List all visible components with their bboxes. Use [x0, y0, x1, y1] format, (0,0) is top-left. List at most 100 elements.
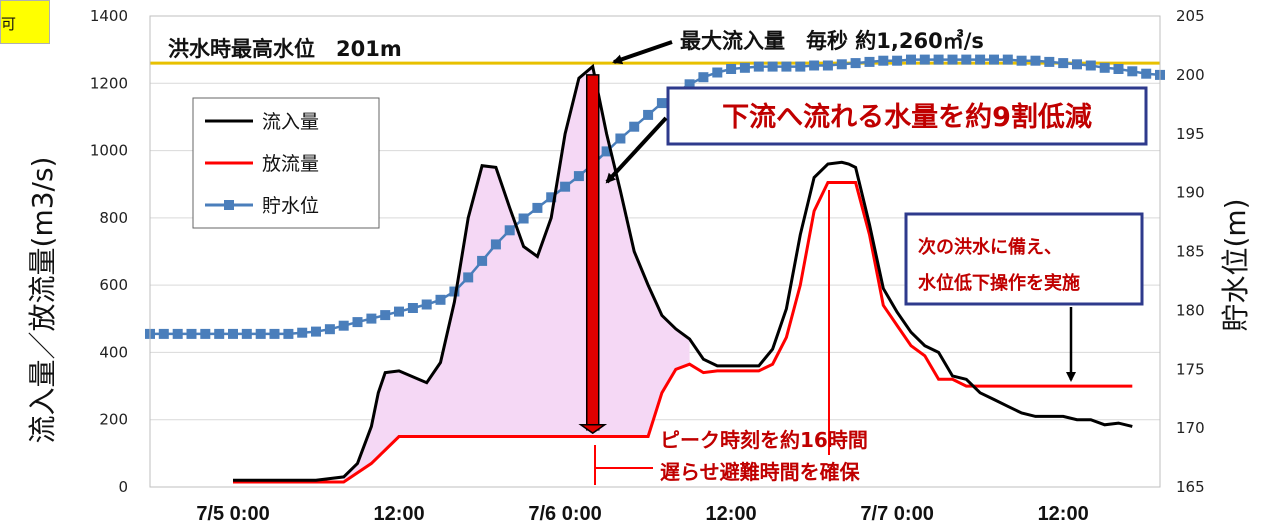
water-level-point-26 — [504, 225, 515, 236]
water-level-point-29 — [546, 192, 557, 203]
legend-label-inflow: 流入量 — [262, 111, 319, 133]
water-level-point-13 — [324, 324, 335, 335]
reduction-box-arrow — [605, 116, 668, 184]
series-water-level — [145, 54, 1165, 339]
water-level-point-5 — [214, 328, 225, 339]
water-level-point-34 — [615, 133, 626, 144]
water-level-point-12 — [311, 326, 321, 337]
water-level-point-37 — [656, 98, 667, 109]
y-left-tick-7: 1400 — [90, 7, 128, 25]
water-level-point-25 — [490, 239, 501, 250]
reference-line-label: 洪水時最高水位 201m — [168, 37, 402, 61]
corner-tag: 可 — [0, 0, 50, 44]
water-level-point-27 — [518, 213, 529, 224]
y-left-tick-0: 0 — [118, 478, 128, 496]
y-right-tick-7: 200 — [1176, 66, 1205, 84]
corner-tag-text: 可 — [1, 15, 17, 33]
water-level-point-15 — [352, 317, 363, 328]
water-level-point-23 — [463, 272, 474, 283]
water-level-point-68 — [1085, 60, 1096, 71]
water-level-point-10 — [283, 328, 294, 339]
y-left-tick-3: 600 — [99, 276, 128, 294]
peak-reduction-arrow-head — [578, 424, 608, 435]
water-level-point-54 — [892, 55, 903, 66]
water-level-point-69 — [1099, 62, 1110, 73]
water-level-point-11 — [297, 327, 308, 338]
series-outflow-line — [233, 181, 1133, 484]
water-level-point-62 — [1002, 54, 1013, 65]
legend-label-outflow: 放流量 — [262, 153, 319, 175]
y-right-tick-3: 180 — [1176, 301, 1205, 319]
plot-frame — [149, 15, 1161, 488]
y-axis-left-ticks: 0 200 400 600 800 1000 1200 1400 — [90, 7, 128, 496]
water-level-point-72 — [1141, 68, 1152, 79]
x-tick-1: 12:00 — [373, 503, 424, 525]
y-axis-left-title: 流入量／放流量(m3/s) — [26, 157, 59, 444]
water-level-point-52 — [864, 56, 875, 67]
reduction-box: 下流へ流れる水量を約9割低減 — [666, 86, 1148, 146]
water-level-point-40 — [698, 72, 709, 83]
water-level-point-39 — [684, 79, 695, 90]
y-left-tick-4: 800 — [99, 209, 128, 227]
water-level-point-36 — [643, 109, 654, 120]
water-level-point-58 — [947, 54, 958, 65]
water-level-point-44 — [753, 61, 764, 72]
water-level-point-43 — [739, 62, 750, 73]
legend-label-water-level: 貯水位 — [262, 195, 319, 217]
water-level-point-66 — [1058, 58, 1069, 69]
water-level-point-21 — [435, 294, 446, 305]
y-left-tick-6: 1200 — [90, 74, 128, 92]
water-level-point-45 — [767, 61, 778, 72]
water-level-point-4 — [200, 328, 211, 339]
water-level-point-70 — [1113, 64, 1124, 74]
water-level-point-51 — [850, 58, 861, 69]
water-level-point-64 — [1030, 55, 1041, 66]
x-tick-3: 12:00 — [706, 503, 757, 525]
water-level-point-63 — [1016, 55, 1027, 66]
next-flood-box-frame — [904, 212, 1144, 306]
plot-border — [149, 15, 1161, 488]
y-left-tick-2: 400 — [99, 343, 128, 361]
water-level-point-59 — [961, 54, 972, 65]
peak-inflow-annotation: 最大流入量 毎秒 約1,260㎥/s — [680, 29, 984, 53]
legend: 流入量 放流量 貯水位 — [192, 97, 380, 229]
reduction-box-text: 下流へ流れる水量を約9割低減 — [722, 101, 1092, 133]
water-level-point-7 — [241, 328, 252, 339]
y-right-tick-0: 165 — [1176, 478, 1205, 496]
peak-delay-text-line2: 遅らせ避難時間を確保 — [660, 460, 861, 484]
next-flood-text-line1: 次の洪水に備え、 — [918, 236, 1062, 258]
x-tick-5: 12:00 — [1038, 503, 1089, 525]
peak-inflow-arrow — [612, 40, 673, 65]
peak-delay-text-line1: ピーク時刻を約16時間 — [660, 428, 868, 452]
water-level-point-60 — [975, 54, 986, 65]
x-tick-0: 7/5 0:00 — [196, 503, 269, 525]
water-level-point-18 — [394, 306, 404, 317]
peak-delay-bracket — [594, 190, 830, 485]
water-level-point-41 — [712, 67, 723, 78]
next-flood-text-line2: 水位低下操作を実施 — [918, 272, 1080, 294]
water-level-point-1 — [158, 328, 169, 339]
x-axis-ticks: 7/5 0:00 12:00 7/6 0:00 12:00 7/7 0:00 12:00 — [196, 503, 1088, 525]
y-axis-right-title: 貯水位(m) — [1219, 198, 1252, 331]
water-level-point-31 — [573, 171, 584, 182]
peak-reduction-arrow — [578, 74, 608, 435]
water-level-point-42 — [726, 64, 737, 74]
water-level-point-57 — [933, 54, 944, 65]
water-level-point-56 — [919, 54, 930, 65]
y-left-tick-1: 200 — [99, 411, 128, 429]
y-right-tick-1: 170 — [1176, 419, 1205, 437]
water-level-point-67 — [1072, 59, 1082, 70]
peak-reduction-arrow-shaft — [585, 74, 600, 431]
water-level-point-55 — [906, 54, 916, 65]
water-level-point-49 — [822, 60, 833, 71]
y-left-tick-5: 1000 — [90, 142, 128, 160]
water-level-point-17 — [380, 310, 391, 321]
water-level-point-20 — [421, 299, 432, 310]
water-level-point-61 — [989, 54, 999, 65]
water-level-point-22 — [449, 286, 460, 297]
y-right-tick-8: 205 — [1176, 7, 1205, 25]
legend-marker-water-level — [224, 200, 234, 210]
y-right-tick-5: 190 — [1176, 184, 1205, 202]
water-level-point-46 — [781, 61, 792, 72]
